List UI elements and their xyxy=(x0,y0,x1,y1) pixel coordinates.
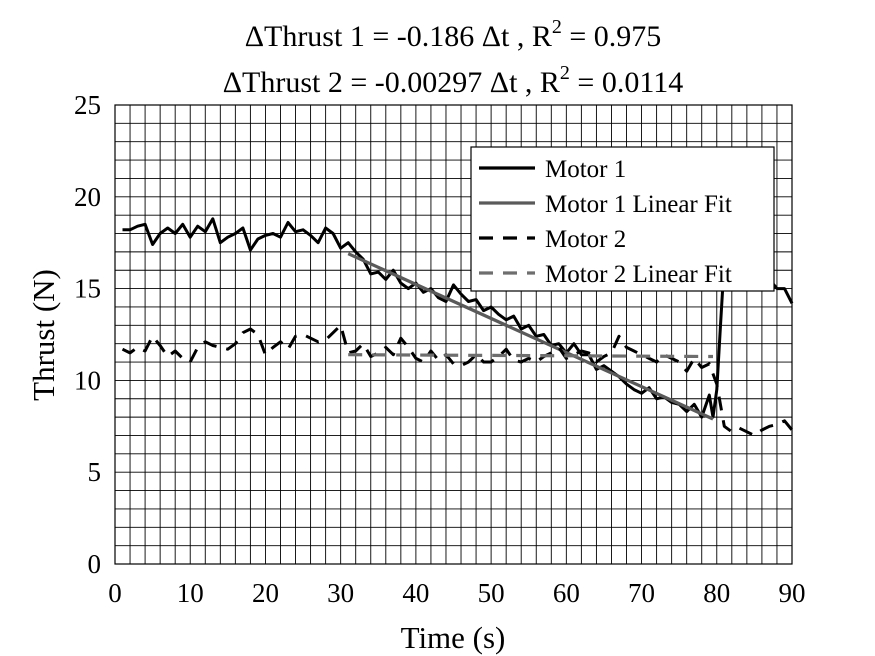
title-line-2-tail: = 0.0114 xyxy=(570,66,683,99)
legend-label: Motor 1 xyxy=(545,156,626,183)
series-line-3 xyxy=(121,323,794,437)
title-line-1-superscript: 2 xyxy=(552,16,562,38)
x-tick-label: 0 xyxy=(108,578,122,608)
y-axis-label: Thrust (N) xyxy=(26,269,61,401)
x-tick-label: 10 xyxy=(177,578,204,608)
y-tick-label: 10 xyxy=(74,365,101,395)
chart-title-line-1: ΔThrust 1 = -0.186 Δt , R2 = 0.975 xyxy=(245,16,662,53)
series-line-1 xyxy=(122,217,794,419)
y-tick-label: 15 xyxy=(74,274,101,304)
y-tick-label: 25 xyxy=(74,90,101,120)
plot-frame xyxy=(114,104,793,565)
x-tick-label: 70 xyxy=(628,578,655,608)
x-axis-label: Time (s) xyxy=(401,620,506,655)
x-axis-ticks: 0 10 20 30 40 50 60 70 80 90 xyxy=(108,578,805,608)
x-tick-label: 80 xyxy=(703,578,730,608)
y-tick-label: 0 xyxy=(88,549,102,579)
y-axis-ticks: 0 5 10 15 20 25 xyxy=(74,90,101,579)
series-line-2 xyxy=(347,252,714,421)
y-tick-label: 20 xyxy=(74,182,101,212)
grid xyxy=(115,105,792,564)
legend-label: Motor 2 xyxy=(545,226,626,253)
title-line-2-superscript: 2 xyxy=(560,62,570,84)
series-line-4 xyxy=(348,353,714,359)
y-tick-label: 5 xyxy=(88,457,102,487)
x-tick-label: 20 xyxy=(252,578,279,608)
x-tick-label: 40 xyxy=(402,578,429,608)
legend-box xyxy=(470,146,775,292)
x-tick-label: 50 xyxy=(478,578,505,608)
chart-title-line-2: ΔThrust 2 = -0.00297 Δt , R2 = 0.0114 xyxy=(223,62,683,99)
title-line-2-main: ΔThrust 2 = -0.00297 Δt , R xyxy=(223,66,560,99)
title-line-1-main: ΔThrust 1 = -0.186 Δt , R xyxy=(245,20,552,53)
legend: Motor 1 Motor 1 Linear Fit Motor 2 Motor 2 … xyxy=(470,146,775,292)
x-tick-label: 90 xyxy=(779,578,806,608)
legend-label: Motor 1 Linear Fit xyxy=(545,191,732,218)
x-tick-label: 30 xyxy=(327,578,354,608)
legend-label: Motor 2 Linear Fit xyxy=(545,261,732,288)
x-tick-label: 60 xyxy=(553,578,580,608)
title-line-1-tail: = 0.975 xyxy=(562,20,661,53)
plot-series xyxy=(121,217,794,437)
